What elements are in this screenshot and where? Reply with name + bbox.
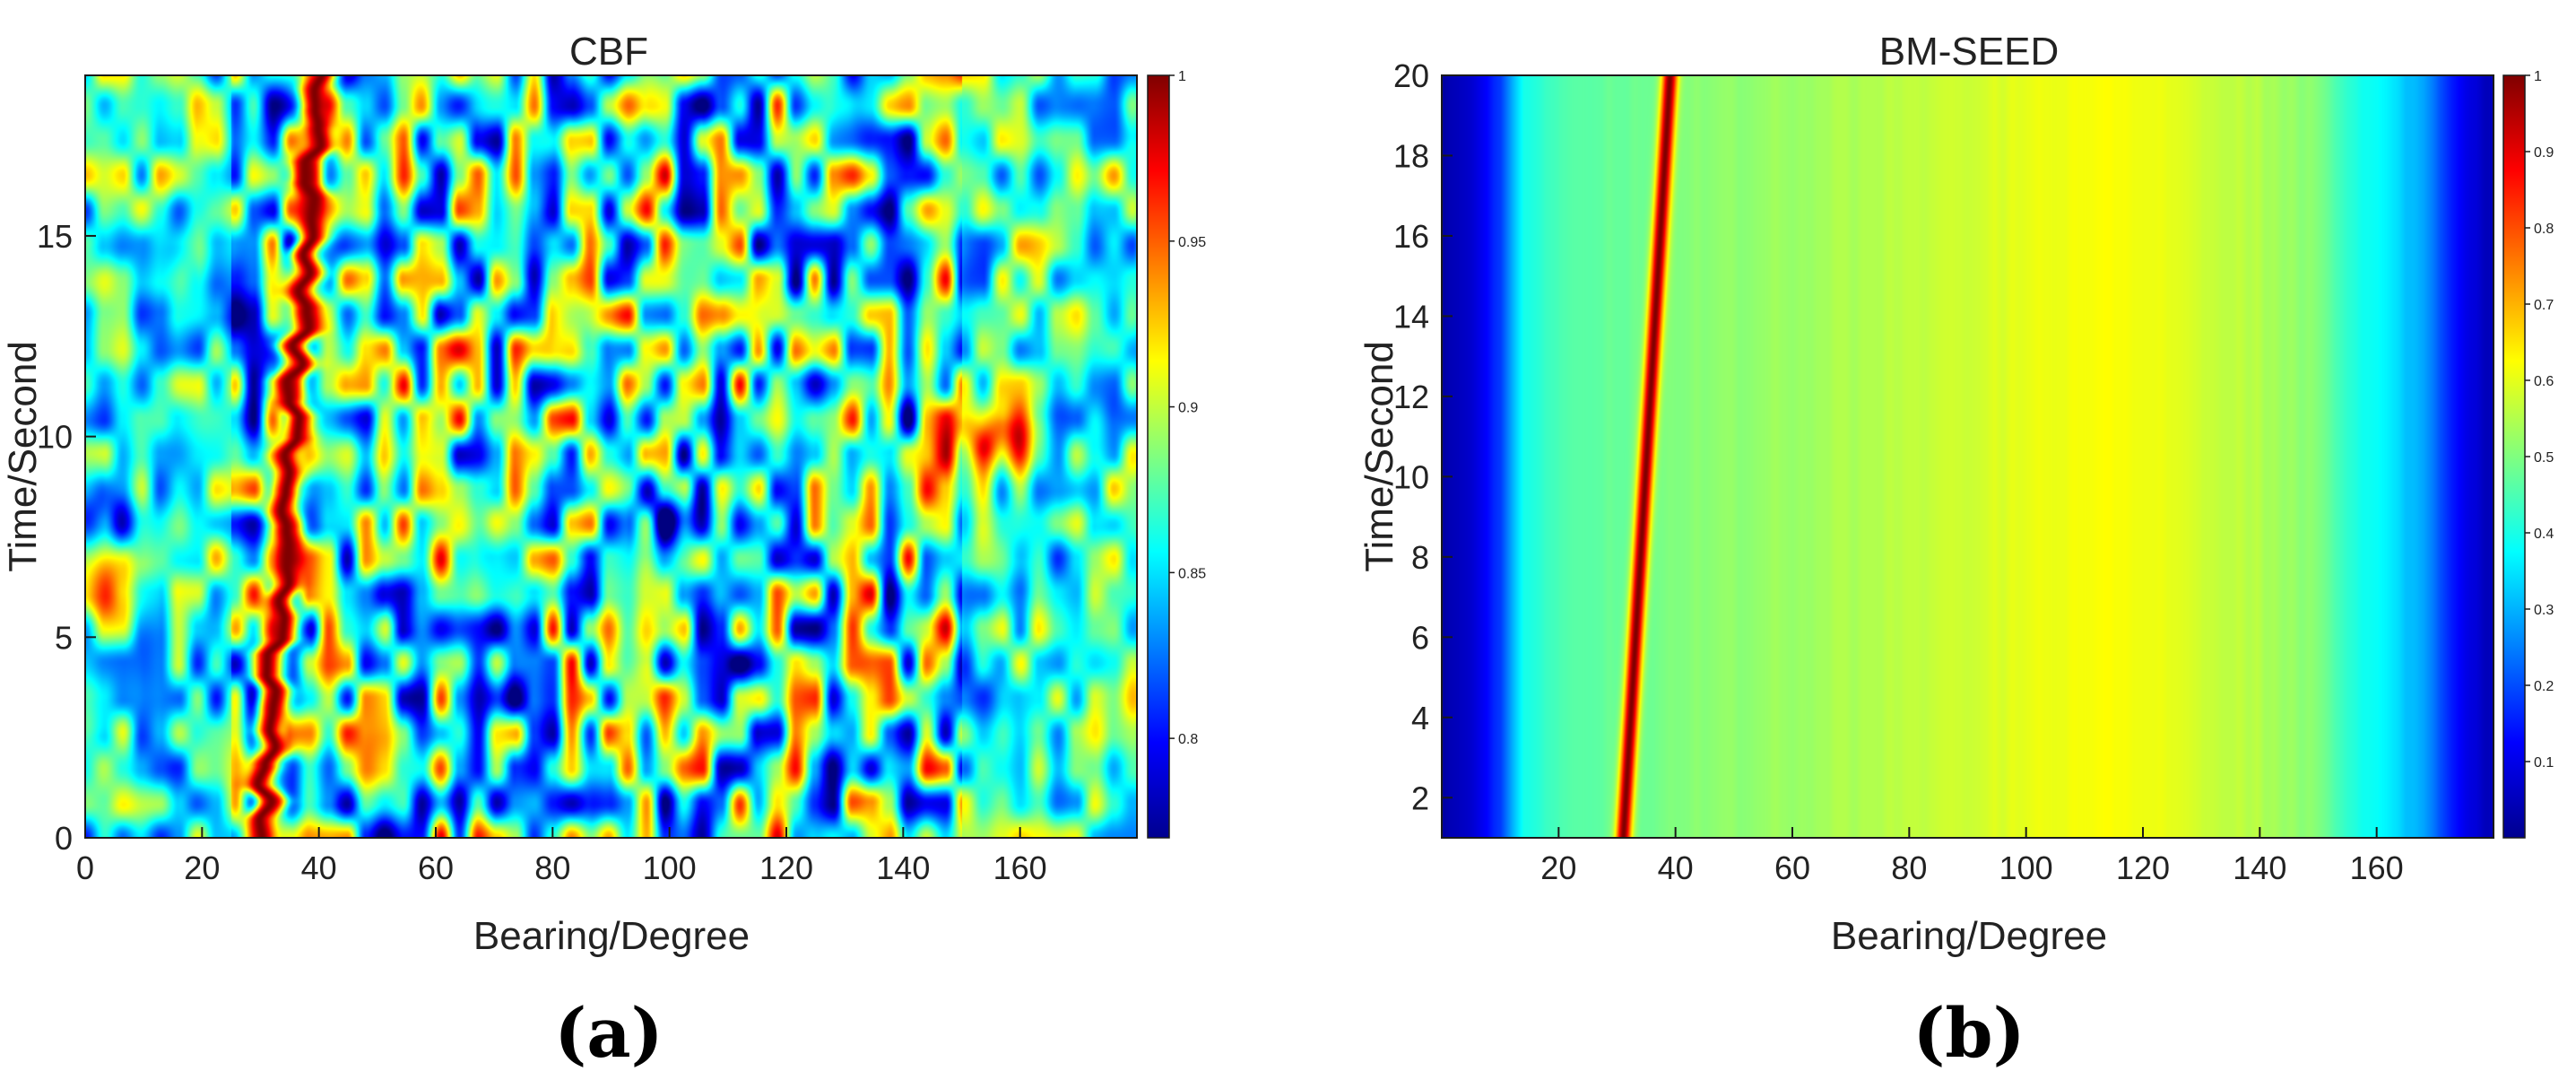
bmseed-axes-box xyxy=(1441,74,2494,839)
bmseed-y-axis-label: Time/Second xyxy=(1357,341,1401,572)
cbf-colorbar-ticks: 0.8 0.85 0.9 0.95 1 xyxy=(1169,69,1206,747)
bmseed-colorbar-tick-label: 0.9 xyxy=(2534,145,2554,161)
bmseed-y-tick-label: 16 xyxy=(1393,218,1429,255)
bmseed-y-tick-label: 10 xyxy=(1393,458,1429,495)
bmseed-y-tick-label: 14 xyxy=(1393,298,1429,335)
bmseed-colorbar-tick-label: 0.4 xyxy=(2534,527,2554,542)
cbf-y-tick-label: 0 xyxy=(55,820,73,857)
bmseed-x-axis-label: Bearing/Degree xyxy=(1831,914,2107,958)
bmseed-colorbar-ticks: 0.1 0.2 0.3 0.4 0.5 0.6 0.7 0.8 0.9 1 xyxy=(2525,69,2554,771)
cbf-x-tick-label: 60 xyxy=(418,849,454,886)
bmseed-colorbar-tick-label: 0.3 xyxy=(2534,603,2554,618)
cbf-x-tick-label: 40 xyxy=(301,849,337,886)
bmseed-y-ticks: 2 4 6 8 10 12 14 16 18 20 xyxy=(1393,57,1453,816)
bmseed-x-tick-label: 100 xyxy=(1999,849,2053,886)
cbf-y-tick-label: 15 xyxy=(37,218,73,255)
cbf-y-tick-label: 10 xyxy=(37,419,73,456)
bmseed-y-tick-label: 12 xyxy=(1393,379,1429,415)
cbf-x-ticks: 0 20 40 60 80 100 120 140 160 xyxy=(76,827,1047,886)
bmseed-y-tick-label: 18 xyxy=(1393,137,1429,174)
bmseed-y-tick-label: 20 xyxy=(1393,57,1429,94)
cbf-colorbar xyxy=(1147,74,1170,839)
bmseed-colorbar-tick-label: 0.6 xyxy=(2534,374,2554,389)
bmseed-heatmap-image xyxy=(1442,75,2494,838)
bmseed-colorbar-tick-label: 0.7 xyxy=(2534,298,2554,313)
bmseed-title: BM-SEED xyxy=(1879,30,2059,74)
bmseed-colorbar-tick-label: 0.5 xyxy=(2534,450,2554,466)
cbf-x-axis-label: Bearing/Degree xyxy=(473,914,750,958)
cbf-title: CBF xyxy=(569,30,648,74)
cbf-x-tick-label: 0 xyxy=(76,849,94,886)
cbf-x-tick-label: 80 xyxy=(534,849,570,886)
cbf-x-tick-label: 120 xyxy=(759,849,813,886)
bmseed-x-tick-label: 160 xyxy=(2350,849,2404,886)
bmseed-x-tick-label: 80 xyxy=(1891,849,1927,886)
cbf-y-axis-label: Time/Second xyxy=(1,341,45,572)
cbf-y-tick-label: 5 xyxy=(55,619,73,656)
bmseed-y-tick-label: 6 xyxy=(1411,619,1429,656)
bmseed-colorbar-tick-label: 0.2 xyxy=(2534,679,2554,694)
bmseed-x-ticks: 20 40 60 80 100 120 140 160 xyxy=(1540,827,2404,886)
panel-label-b: (b) xyxy=(1912,993,2025,1073)
cbf-colorbar-tick-label: 1 xyxy=(1178,69,1186,84)
cbf-colorbar-tick-label: 0.8 xyxy=(1178,732,1198,747)
cbf-colorbar-tick-label: 0.9 xyxy=(1178,401,1198,416)
cbf-heatmap-image xyxy=(85,75,1137,838)
cbf-x-tick-label: 100 xyxy=(643,849,697,886)
bmseed-y-tick-label: 4 xyxy=(1411,700,1429,736)
bmseed-colorbar-tick-label: 0.1 xyxy=(2534,755,2554,771)
cbf-colorbar-tick-label: 0.95 xyxy=(1178,235,1206,250)
bmseed-colorbar-tick-label: 0.8 xyxy=(2534,222,2554,237)
cbf-image-frame xyxy=(85,75,1137,838)
panel-label-a: (a) xyxy=(554,993,663,1073)
cbf-x-tick-label: 20 xyxy=(184,849,220,886)
bmseed-image-frame xyxy=(1442,75,2494,838)
bmseed-x-tick-label: 120 xyxy=(2116,849,2170,886)
bmseed-colorbar-tick-label: 1 xyxy=(2534,69,2542,84)
cbf-x-tick-label: 160 xyxy=(993,849,1047,886)
cbf-y-ticks: 0 5 10 15 xyxy=(37,218,96,857)
bmseed-x-tick-label: 20 xyxy=(1540,849,1576,886)
cbf-axes-box xyxy=(84,74,1138,839)
bmseed-colorbar xyxy=(2502,74,2526,839)
bmseed-x-tick-label: 40 xyxy=(1658,849,1694,886)
cbf-colorbar-tick-label: 0.85 xyxy=(1178,566,1206,581)
bmseed-x-tick-label: 140 xyxy=(2233,849,2286,886)
bmseed-x-tick-label: 60 xyxy=(1774,849,1810,886)
cbf-x-tick-label: 140 xyxy=(876,849,930,886)
bmseed-y-tick-label: 8 xyxy=(1411,539,1429,576)
bmseed-y-tick-label: 2 xyxy=(1411,780,1429,816)
